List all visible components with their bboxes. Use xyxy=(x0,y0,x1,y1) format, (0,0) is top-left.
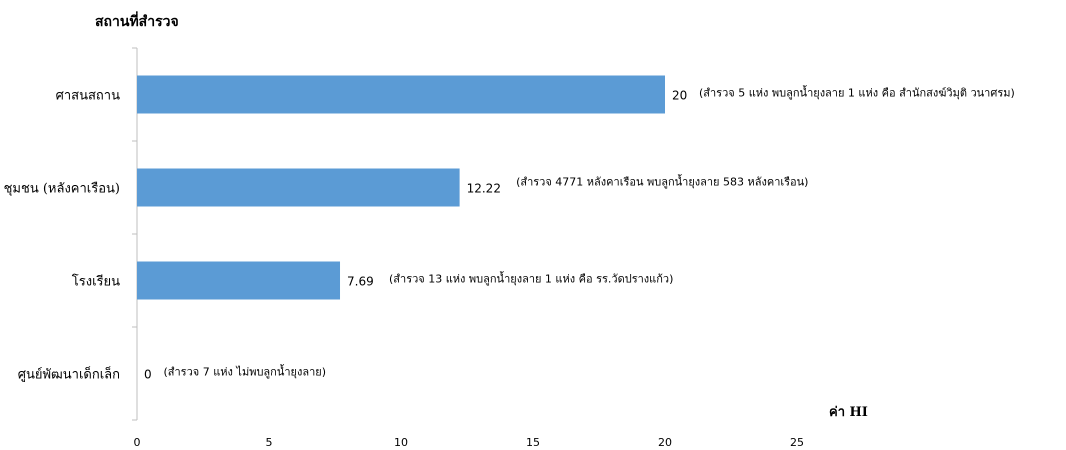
x-tick-label: 15 xyxy=(526,436,540,449)
annotation: (สำรวจ 13 แห่ง พบลูกน้ำยุงลาย 1 แห่ง คือ… xyxy=(389,271,673,286)
x-tick-label: 20 xyxy=(658,436,672,449)
annotation: (สำรวจ 7 แห่ง ไม่พบลูกน้ำยุงลาย) xyxy=(164,364,327,379)
annotation: (สำรวจ 4771 หลังคาเรือน พบลูกน้ำยุงลาย 5… xyxy=(516,174,808,189)
x-tick-label: 25 xyxy=(790,436,804,449)
plot-area: 0 5 10 15 20 25 ศาสนสถาน 20 (สำรวจ 5 แห่ง พบลูกน… xyxy=(4,47,1015,449)
x-tick-label: 5 xyxy=(266,436,273,449)
value-label: 20 xyxy=(672,89,687,103)
x-tick-label: 10 xyxy=(394,436,408,449)
value-label: 12.22 xyxy=(467,182,501,196)
y-axis-title: สถานที่สำรวจ xyxy=(95,11,179,30)
bar xyxy=(137,168,460,207)
x-axis-title: ค่า HI xyxy=(829,405,868,420)
category-label: ศาสนสถาน xyxy=(56,89,120,104)
value-label: 7.69 xyxy=(347,275,374,289)
category-label: ศูนย์พัฒนาเด็กเล็ก xyxy=(18,365,120,383)
value-label: 0 xyxy=(144,368,152,382)
x-tick-label: 0 xyxy=(134,436,141,449)
bar xyxy=(137,261,341,300)
annotation: (สำรวจ 5 แห่ง พบลูกน้ำยุงลาย 1 แห่ง คือ … xyxy=(699,85,1015,100)
bar xyxy=(137,75,665,114)
category-label: ชุมชน (หลังคาเรือน) xyxy=(4,181,120,197)
category-label: โรงเรียน xyxy=(72,274,120,290)
